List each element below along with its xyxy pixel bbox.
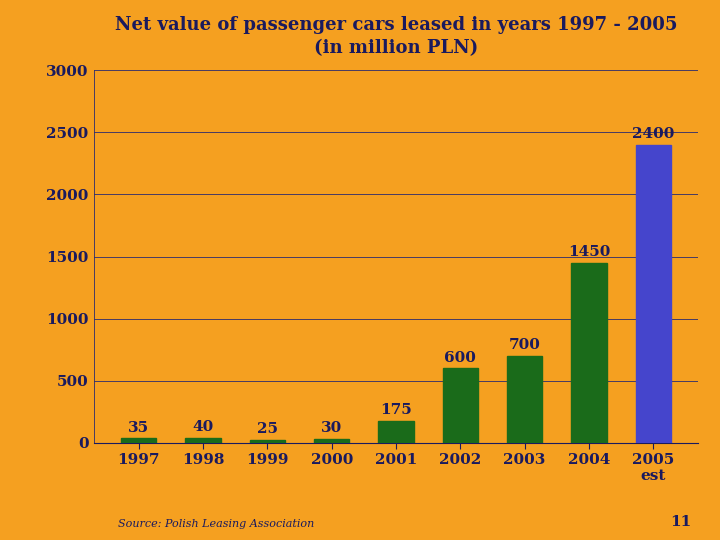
Text: 600: 600 — [444, 350, 476, 365]
Text: 2400: 2400 — [632, 127, 675, 141]
Bar — [185, 438, 221, 443]
Bar — [121, 438, 156, 443]
Text: 1450: 1450 — [568, 245, 610, 259]
Bar — [507, 356, 542, 443]
Text: 40: 40 — [192, 420, 214, 434]
Title: Net value of passenger cars leased in years 1997 - 2005
(in million PLN): Net value of passenger cars leased in ye… — [114, 16, 678, 58]
Text: 30: 30 — [321, 421, 342, 435]
Text: Source: Polish Leasing Association: Source: Polish Leasing Association — [118, 519, 314, 529]
Bar — [378, 421, 414, 443]
Text: 35: 35 — [128, 421, 149, 435]
Bar — [636, 145, 671, 443]
Bar — [314, 439, 349, 443]
Bar — [443, 368, 478, 443]
Text: 175: 175 — [380, 403, 412, 417]
Bar — [250, 440, 285, 443]
Text: 25: 25 — [257, 422, 278, 436]
Text: 11: 11 — [670, 515, 691, 529]
Text: 700: 700 — [508, 338, 541, 352]
Bar — [571, 262, 607, 443]
